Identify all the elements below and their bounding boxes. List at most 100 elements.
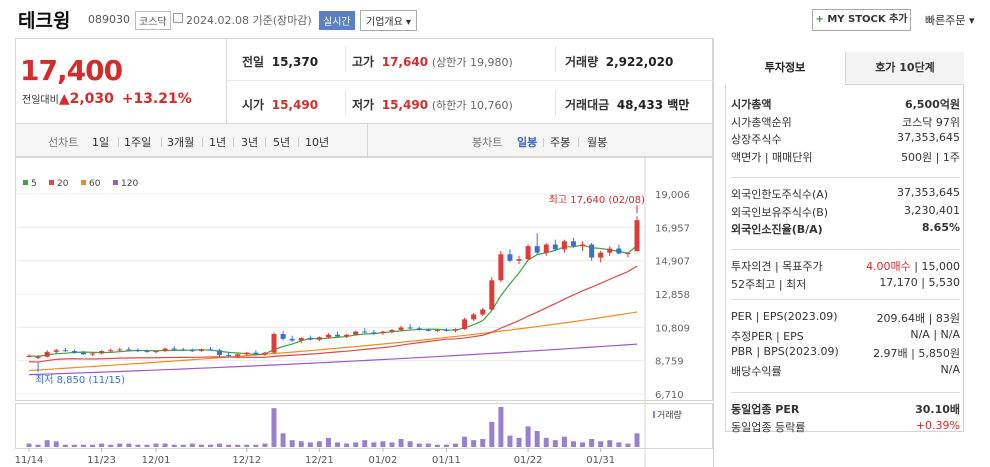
x-tick-label: 01/22 bbox=[514, 455, 543, 466]
stock-header: 테크윙 089030 코스닥 2024.02.08 기준(장마감) 실시간 기업… bbox=[0, 0, 990, 38]
candle-body bbox=[135, 350, 141, 352]
candle-body bbox=[598, 252, 604, 258]
info-value: N/A bbox=[940, 362, 960, 376]
tab-quote-10[interactable]: 호가 10단계 bbox=[845, 52, 964, 85]
volume-bar bbox=[416, 443, 422, 447]
info-label: 시가총액 bbox=[731, 98, 772, 111]
tab-weekly-candle[interactable]: 주봉 bbox=[550, 136, 571, 149]
info-value: 17,170 | 5,530 bbox=[879, 275, 960, 289]
company-overview-dropdown[interactable]: 기업개요 ▾ bbox=[360, 10, 418, 31]
tab-invest-info[interactable]: 투자정보 bbox=[725, 52, 845, 85]
legend-swatch bbox=[49, 180, 54, 185]
candle-body bbox=[244, 352, 250, 355]
prev-close-value: 15,370 bbox=[271, 55, 319, 69]
info-separator bbox=[731, 177, 960, 178]
candle-body bbox=[189, 350, 195, 352]
info-row: 시가총액 6,500억원 bbox=[731, 96, 960, 111]
candle-body bbox=[507, 254, 513, 261]
tab-separator bbox=[543, 138, 544, 147]
volume-bar bbox=[389, 442, 395, 447]
volume-bar bbox=[398, 439, 404, 447]
candle-body bbox=[280, 333, 286, 339]
volume-bar bbox=[616, 442, 622, 447]
candle-body bbox=[253, 352, 259, 355]
info-label: 추정PER | EPS bbox=[731, 329, 804, 343]
info-row: 상장주식수 37,353,645 bbox=[731, 131, 960, 146]
amount-value: 48,433 백만 bbox=[616, 98, 690, 112]
y-tick-label: 19,006 bbox=[655, 190, 690, 201]
candle-body bbox=[325, 334, 331, 338]
low-annotation: 최저 8,850 (11/15) bbox=[35, 374, 125, 386]
tab-1year[interactable]: 1년 bbox=[209, 136, 227, 149]
price-summary bbox=[15, 38, 713, 124]
volume-bar bbox=[516, 437, 522, 447]
right-panel bbox=[713, 38, 990, 467]
tab-1week[interactable]: 1주일 bbox=[124, 136, 152, 149]
candle-body bbox=[144, 351, 150, 353]
base-date: 2024.02.08 기준(장마감) bbox=[186, 14, 312, 27]
tab-3months[interactable]: 3개월 bbox=[167, 136, 195, 149]
tab-1day[interactable]: 1일 bbox=[92, 136, 110, 149]
candle-body bbox=[207, 349, 213, 351]
quick-order-link[interactable]: 빠른주문 ▾ bbox=[925, 12, 975, 28]
candle-body bbox=[489, 280, 495, 310]
info-label: PER | EPS(2023.09) bbox=[731, 310, 838, 323]
high-label: 고가 bbox=[352, 55, 375, 69]
add-mystock-button[interactable]: + MY STOCK 추가 bbox=[812, 9, 911, 31]
tab-3years[interactable]: 3년 bbox=[241, 136, 259, 149]
tab-5years[interactable]: 5년 bbox=[273, 136, 291, 149]
volume-bar bbox=[634, 433, 640, 447]
info-row: 시가총액순위 코스닥 97위 bbox=[731, 114, 960, 129]
volume-bar bbox=[189, 443, 195, 447]
realtime-button[interactable]: 실시간 bbox=[319, 11, 355, 30]
candle-body bbox=[108, 350, 114, 352]
candle-body bbox=[616, 248, 622, 254]
volume-bar bbox=[570, 441, 576, 447]
volume-bar bbox=[171, 444, 177, 447]
open-price: 시가 15,490 bbox=[242, 96, 318, 113]
info-separator bbox=[731, 249, 960, 250]
tab-10years[interactable]: 10년 bbox=[305, 136, 330, 149]
info-label: PBR | BPS(2023.09) bbox=[731, 345, 839, 358]
info-label: 외국인한도주식수(A) bbox=[731, 188, 829, 201]
info-row: PER | EPS(2023.09) 209.64배 | 83원 bbox=[731, 310, 960, 325]
candle-body bbox=[398, 327, 404, 330]
volume-bar bbox=[362, 440, 368, 447]
quick-order-label: 빠른주문 bbox=[925, 14, 966, 27]
info-label: 시가총액순위 bbox=[731, 115, 792, 129]
volume-bar bbox=[325, 437, 331, 447]
candle-body bbox=[498, 254, 504, 281]
candle-body bbox=[471, 314, 477, 320]
info-row: 외국인한도주식수(A) 37,353,645 bbox=[731, 186, 960, 201]
candle-body bbox=[344, 334, 350, 337]
volume-bar bbox=[462, 436, 468, 447]
candle-body bbox=[625, 253, 631, 255]
summary-divider bbox=[555, 90, 556, 116]
y-tick-label: 10,809 bbox=[655, 323, 690, 334]
info-separator bbox=[731, 392, 960, 393]
volume-bar bbox=[235, 444, 241, 447]
ma20-line bbox=[28, 265, 638, 363]
volume-bar bbox=[244, 444, 250, 447]
volume-bar bbox=[561, 436, 567, 447]
low-value: 15,490 bbox=[381, 98, 429, 112]
company-overview-label: 기업개요 bbox=[366, 17, 403, 28]
candle-body bbox=[525, 246, 531, 260]
volume-bar bbox=[62, 444, 68, 447]
candle-body bbox=[298, 338, 304, 341]
ma5-line bbox=[28, 244, 638, 357]
info-label: 동일업종 PER bbox=[731, 403, 800, 416]
candle-body bbox=[153, 351, 159, 353]
upper-limit: (상한가 19,980) bbox=[431, 56, 513, 69]
volume-bar bbox=[253, 444, 259, 447]
volume-bar bbox=[498, 407, 504, 447]
info-label: 외국인소진율(B/A) bbox=[731, 223, 823, 236]
lower-limit: (하한가 10,760) bbox=[431, 99, 513, 112]
tab-monthly-candle[interactable]: 월봉 bbox=[587, 136, 608, 149]
line-chart-heading: 선차트 bbox=[48, 136, 79, 149]
tab-daily-candle[interactable]: 일봉 bbox=[517, 136, 538, 149]
candle-body bbox=[117, 349, 123, 351]
candle-body bbox=[480, 309, 486, 315]
price-chart[interactable]: 19,006 16,957 14,907 12,858 10,809 8,759 6,710… bbox=[15, 157, 713, 467]
candle-body bbox=[453, 329, 459, 331]
